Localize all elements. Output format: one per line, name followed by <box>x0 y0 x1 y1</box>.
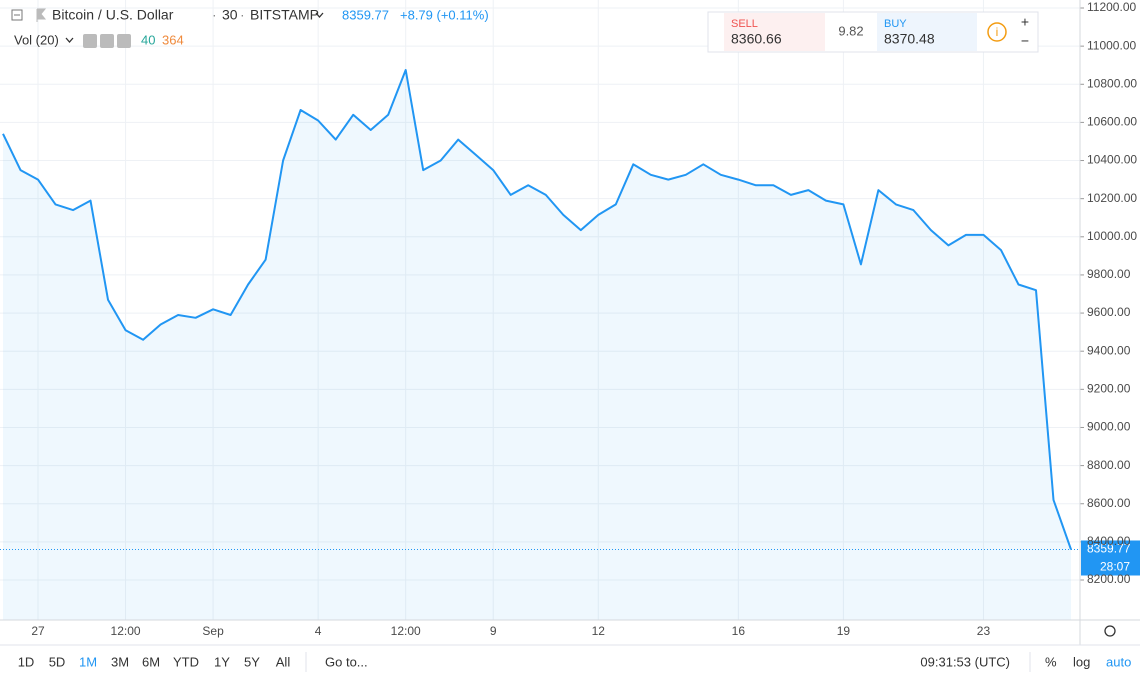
y-tick-label: 8800.00 <box>1087 458 1131 472</box>
range-button[interactable]: 1D <box>18 654 35 669</box>
y-tick-label: 10800.00 <box>1087 76 1137 90</box>
y-tick-label: 11000.00 <box>1087 38 1136 52</box>
clock: 09:31:53 (UTC) <box>920 654 1010 669</box>
y-tick-label: 11200.00 <box>1087 0 1136 14</box>
sell-label: SELL <box>731 18 758 30</box>
y-tick-label: 8200.00 <box>1087 572 1131 586</box>
area-fill <box>3 70 1071 620</box>
y-tick-label: 10000.00 <box>1087 229 1137 243</box>
range-button[interactable]: All <box>276 654 291 669</box>
x-tick-label: 12:00 <box>391 624 421 638</box>
goto-button[interactable]: Go to... <box>325 654 368 669</box>
x-tick-label: 19 <box>837 624 851 638</box>
settings-icon[interactable] <box>100 34 114 48</box>
zoom-in[interactable]: + <box>1021 14 1029 30</box>
y-tick-label: 8600.00 <box>1087 496 1131 510</box>
buy-button[interactable] <box>877 13 977 51</box>
buy-label: BUY <box>884 18 907 30</box>
x-tick-label: 12 <box>592 624 606 638</box>
y-tick-label: 10200.00 <box>1087 191 1137 205</box>
separator: · <box>212 7 217 23</box>
y-tick-label: 10400.00 <box>1087 153 1137 167</box>
sell-price: 8360.66 <box>731 31 782 47</box>
interval[interactable]: 30 <box>222 7 238 23</box>
range-button[interactable]: 1M <box>79 654 97 669</box>
volume-label[interactable]: Vol (20) <box>14 32 59 47</box>
info-icon[interactable] <box>987 22 1007 42</box>
y-tick-label: 9200.00 <box>1087 382 1131 396</box>
range-button[interactable]: 5Y <box>244 654 260 669</box>
range-button[interactable]: 5D <box>49 654 66 669</box>
x-tick-label: 9 <box>490 624 497 638</box>
percent-toggle[interactable]: % <box>1045 654 1057 669</box>
x-tick-label: 23 <box>977 624 991 638</box>
sell-button[interactable] <box>724 13 825 51</box>
buy-price: 8370.48 <box>884 31 935 47</box>
price-marker-label: 8359.77 <box>1087 542 1131 556</box>
x-tick-label: 27 <box>31 624 45 638</box>
volume-ma-value: 364 <box>162 32 184 47</box>
price-marker <box>1081 540 1140 559</box>
info-icon-glyph: i <box>996 25 999 39</box>
y-tick-label: 8400.00 <box>1087 534 1131 548</box>
range-button[interactable]: YTD <box>173 654 199 669</box>
eye-icon[interactable] <box>83 34 97 48</box>
last-price: 8359.77 <box>342 7 389 22</box>
countdown-label: 28:07 <box>1100 560 1130 574</box>
zoom-out[interactable]: − <box>1021 33 1029 49</box>
close-icon[interactable] <box>117 34 131 48</box>
range-button[interactable]: 3M <box>111 654 129 669</box>
flag-icon <box>36 8 47 22</box>
price-change: +8.79 (+0.11%) <box>400 7 489 22</box>
x-tick-label: 12:00 <box>111 624 141 638</box>
range-button[interactable]: 6M <box>142 654 160 669</box>
x-tick-label: 4 <box>315 624 322 638</box>
collapse-icon[interactable] <box>11 9 23 21</box>
log-toggle[interactable]: log <box>1073 654 1090 669</box>
y-tick-label: 9600.00 <box>1087 305 1131 319</box>
y-tick-label: 9000.00 <box>1087 420 1131 434</box>
auto-toggle[interactable]: auto <box>1106 654 1131 669</box>
dropdown-icon[interactable] <box>65 37 74 43</box>
dropdown-icon[interactable] <box>315 12 324 18</box>
volume-value: 40 <box>141 32 155 47</box>
y-tick-label: 10600.00 <box>1087 115 1137 129</box>
x-tick-label: Sep <box>202 624 224 638</box>
x-tick-label: 16 <box>732 624 746 638</box>
y-tick-label: 9800.00 <box>1087 267 1131 281</box>
settings-icon[interactable] <box>1104 625 1116 637</box>
y-tick-label: 9400.00 <box>1087 343 1131 357</box>
exchange[interactable]: BITSTAMP <box>250 7 319 23</box>
symbol-title[interactable]: Bitcoin / U.S. Dollar <box>52 7 174 23</box>
price-line <box>2 69 1072 550</box>
separator: · <box>240 7 245 23</box>
range-button[interactable]: 1Y <box>214 654 230 669</box>
spread: 9.82 <box>838 23 863 38</box>
countdown-box <box>1081 558 1140 576</box>
